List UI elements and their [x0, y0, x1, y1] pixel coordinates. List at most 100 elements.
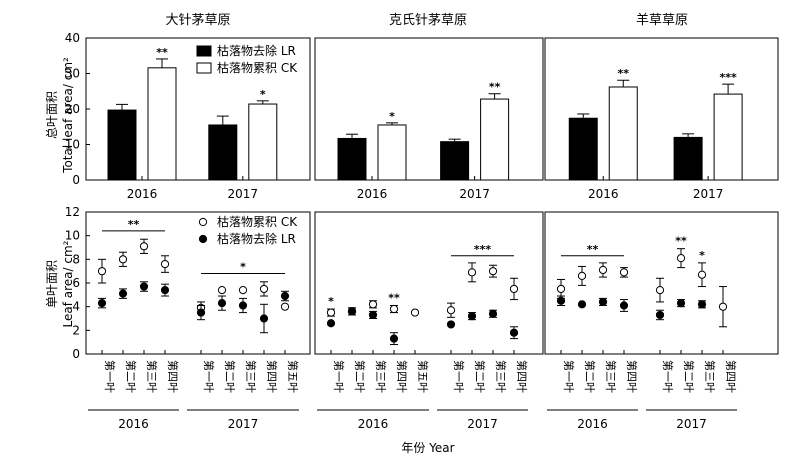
- year-group-label: 2017: [228, 417, 259, 431]
- point-lr: [196, 308, 206, 317]
- bar-significance-label: *: [389, 110, 395, 123]
- bottom-y-ytick-label: 12: [65, 205, 80, 219]
- bar-ck: [147, 67, 177, 181]
- point-lr: [217, 299, 227, 308]
- chart-marks: [86, 37, 743, 411]
- bottom-ylabel-en: Leaf area/ cm²: [61, 240, 75, 327]
- point-ck: [676, 254, 686, 263]
- legend-top-lr-label: 枯落物去除 LR: [217, 43, 296, 58]
- point-lr: [577, 300, 587, 309]
- leaf-category-label: 第一叶: [103, 360, 117, 393]
- point-ck: [697, 270, 707, 279]
- legend-bottom-ck-label: 枯落物累积 CK: [217, 214, 298, 229]
- point-lr: [446, 320, 456, 329]
- top-y-ytick-label: 40: [65, 31, 80, 45]
- point-significance-label: *: [699, 249, 705, 262]
- leaf-category-label: 第一叶: [202, 360, 216, 393]
- leaf-category-label: 第一叶: [332, 360, 346, 393]
- leaf-category-label: 第四叶: [166, 360, 180, 393]
- bar-lr: [673, 136, 703, 181]
- point-ck: [446, 306, 456, 315]
- bar-significance-label: **: [617, 67, 629, 80]
- bar-lr: [107, 109, 137, 181]
- leaf-category-label: 第二叶: [124, 360, 138, 393]
- point-lr: [160, 286, 170, 295]
- point-lr: [655, 310, 665, 320]
- bottom-y-ytick-label: 4: [72, 300, 80, 314]
- x-axis-title: 年份 Year: [401, 441, 454, 455]
- point-ck: [326, 308, 336, 317]
- top-y-ytick-label: 10: [65, 138, 80, 152]
- point-ck: [217, 286, 227, 295]
- bottom-panel-frame-1: [314, 211, 544, 355]
- leaf-category-label: 第四叶: [724, 360, 738, 393]
- leaf-category-label: 第三叶: [494, 360, 508, 393]
- legend-top-ck-label: 枯落物累积 CK: [217, 60, 298, 75]
- leaf-category-label: 第四叶: [625, 360, 639, 393]
- leaf-category-label: 第二叶: [682, 360, 696, 393]
- top-panel-frame-2: [544, 37, 779, 181]
- bar-category-label: 2016: [357, 187, 388, 201]
- point-lr: [509, 328, 519, 337]
- point-ck: [410, 308, 420, 317]
- leaf-category-label: 第三叶: [604, 360, 618, 393]
- point-ck: [160, 259, 170, 269]
- significance-bracket-label: **: [128, 218, 140, 231]
- point-ck: [368, 300, 378, 309]
- leaf-category-label: 第四叶: [395, 360, 409, 393]
- point-lr: [259, 314, 269, 323]
- bar-category-label: 2017: [693, 187, 724, 201]
- point-significance-label: **: [388, 291, 400, 304]
- point-ck: [655, 286, 665, 295]
- bar-category-label: 2017: [228, 187, 259, 201]
- point-ck: [97, 267, 107, 276]
- bar-lr: [337, 137, 367, 181]
- bar-ck: [480, 98, 510, 181]
- top-panel-frame-1: [314, 37, 544, 181]
- point-lr: [238, 301, 248, 310]
- point-lr: [697, 300, 707, 309]
- bottom-y-ytick-label: 6: [72, 276, 80, 290]
- point-ck: [509, 284, 519, 294]
- top-ylabel-cn: 总叶面积: [45, 91, 59, 139]
- chart-text: 大针茅草原 克氏针茅草原 羊草草原 总叶面积 Total leaf area/ …: [45, 12, 738, 455]
- panel-frames: [85, 37, 779, 355]
- top-ylabel-en: Total leaf area/ cm²: [61, 57, 75, 174]
- leaf-category-label: 第二叶: [353, 360, 367, 393]
- leaf-category-label: 第三叶: [244, 360, 258, 393]
- significance-bracket-label: ***: [474, 243, 492, 256]
- bottom-panel-frame-2: [544, 211, 779, 355]
- bar-lr: [568, 117, 598, 181]
- panel-title-top-middle: 克氏针茅草原: [389, 13, 467, 28]
- point-significance-label: **: [675, 235, 687, 248]
- point-lr: [598, 297, 608, 307]
- leaf-category-label: 第三叶: [703, 360, 717, 393]
- bar-lr: [440, 141, 470, 181]
- point-ck: [139, 242, 149, 251]
- point-ck: [280, 302, 290, 311]
- point-ck: [389, 304, 399, 314]
- leaf-category-label: 第二叶: [223, 360, 237, 393]
- point-lr: [118, 289, 128, 298]
- leaf-category-label: 第五叶: [416, 360, 430, 393]
- bar-lr: [208, 124, 238, 181]
- point-lr: [556, 296, 566, 305]
- leaf-category-label: 第二叶: [583, 360, 597, 393]
- bar-ck: [713, 93, 743, 181]
- year-group-label: 2017: [467, 417, 498, 431]
- bottom-y-ytick-label: 0: [72, 347, 80, 361]
- bar-category-label: 2016: [127, 187, 158, 201]
- year-group-label: 2016: [577, 417, 608, 431]
- year-group-label: 2017: [676, 417, 707, 431]
- bar-significance-label: ***: [719, 71, 737, 84]
- leaf-category-label: 第四叶: [515, 360, 529, 393]
- point-ck: [577, 271, 587, 280]
- point-lr: [139, 282, 149, 291]
- panel-title-top-left: 大针茅草原: [165, 13, 230, 28]
- point-lr: [619, 301, 629, 310]
- point-lr: [676, 299, 686, 308]
- bar-significance-label: *: [260, 88, 266, 101]
- point-ck: [556, 284, 566, 294]
- leaf-category-label: 第一叶: [562, 360, 576, 393]
